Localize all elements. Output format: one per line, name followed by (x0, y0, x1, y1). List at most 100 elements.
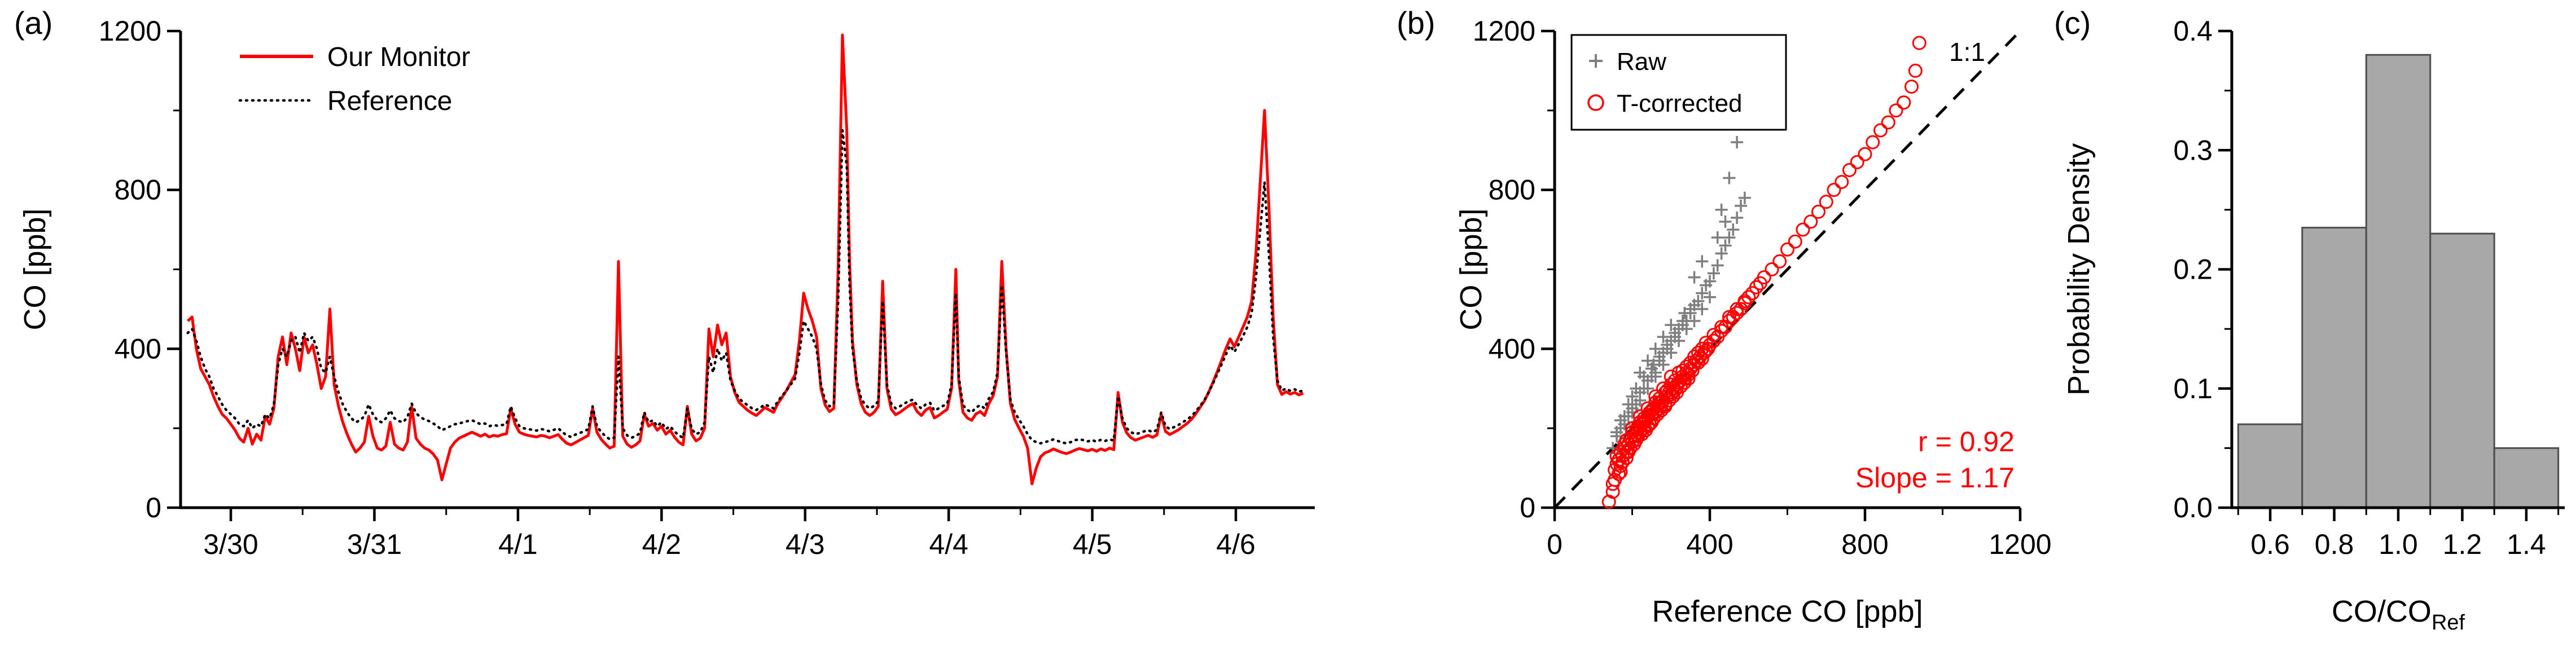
x-tick-label: 1.2 (2443, 529, 2482, 560)
t-corrected-point (1726, 310, 1740, 324)
t-corrected-point (1679, 359, 1694, 374)
raw-point (1711, 259, 1724, 272)
raw-point (1610, 426, 1623, 439)
raw-point (1727, 223, 1740, 236)
t-corrected-point (1772, 254, 1787, 269)
y-axis-label: CO [ppb] (18, 208, 52, 330)
raw-point (1696, 287, 1709, 300)
y-axis-label: Probability Density (2062, 143, 2096, 395)
raw-point (1673, 334, 1685, 347)
t-corrected-point (1714, 324, 1729, 338)
t-corrected-point (1730, 306, 1744, 320)
raw-point (1731, 211, 1744, 224)
raw-point (1634, 394, 1647, 407)
panel-a-chart: 0 400 800 1200 3/30 3/31 4/1 4/2 4/3 4/4 4/5 4/6 CO … (18, 15, 1315, 560)
t-corrected-point (1683, 355, 1698, 370)
raw-points (1607, 136, 1751, 455)
raw-point (1719, 215, 1732, 228)
y-tick-label: 800 (1489, 174, 1535, 206)
x-tick-label: 1200 (1989, 529, 2051, 560)
t-corrected-point (1675, 363, 1690, 378)
t-corrected-point (1788, 234, 1802, 249)
x-tick-label: 4/3 (785, 529, 825, 560)
t-corrected-point (1827, 183, 1841, 197)
t-corrected-point (1636, 415, 1651, 430)
raw-point (1735, 199, 1747, 212)
t-corrected-point (1706, 333, 1721, 348)
t-corrected-point (1765, 262, 1779, 276)
panel-b-chart: 0 400 800 1200 0 400 800 1200 CO [ppb] Reference … (1454, 15, 2052, 628)
x-tick-label: 400 (1686, 529, 1733, 560)
raw-point (1715, 203, 1728, 216)
x-tick-label: 0.6 (2250, 529, 2290, 560)
raw-point (1731, 136, 1744, 149)
y-tick-label: 1200 (1473, 15, 1535, 47)
raw-point (1704, 291, 1716, 303)
histogram-bar (2237, 423, 2303, 509)
x-tick-label: 0 (1547, 529, 1563, 560)
one-to-one-label: 1:1 (1949, 37, 1985, 67)
raw-point (1688, 315, 1701, 328)
x-tick-label: 4/1 (498, 529, 538, 560)
raw-point (1723, 171, 1736, 184)
raw-point (1665, 319, 1678, 332)
t-corrected-point (1819, 195, 1833, 209)
legend-circle-marker (1587, 94, 1604, 111)
raw-point (1661, 338, 1674, 351)
t-corrected-point (1722, 310, 1736, 324)
histogram-bar (2301, 227, 2367, 509)
t-corrected-point (1644, 403, 1659, 417)
x-tick-label: 4/2 (642, 529, 682, 560)
raw-point (1657, 358, 1670, 371)
raw-point (1665, 346, 1678, 359)
x-tick-label: 800 (1841, 529, 1888, 560)
t-corrected-point (1706, 328, 1721, 342)
raw-point (1738, 191, 1751, 204)
raw-point (1614, 414, 1627, 427)
y-tick-label: 0 (146, 492, 161, 523)
t-corrected-point (1662, 393, 1677, 408)
y-tick-label: 0.4 (2173, 15, 2213, 47)
histogram-bar (2365, 54, 2432, 509)
t-corrected-point (1741, 290, 1756, 305)
t-corrected-point (1730, 302, 1744, 316)
t-corrected-point (1780, 242, 1794, 257)
raw-point (1696, 255, 1709, 268)
t-corrected-point (1691, 345, 1705, 360)
y-tick-label: 0.1 (2173, 373, 2213, 404)
t-corrected-point (1757, 270, 1771, 285)
x-tick-label: 4/5 (1073, 529, 1112, 560)
raw-point (1669, 327, 1682, 340)
raw-point (1653, 350, 1666, 363)
t-corrected-point (1842, 162, 1857, 177)
x-tick-label: 4/4 (929, 529, 968, 560)
t-corrected-point (1873, 123, 1888, 138)
x-tick-label: 3/30 (203, 529, 258, 560)
y-tick-label: 0.3 (2173, 134, 2213, 166)
x-tick-label: 4/6 (1216, 529, 1256, 560)
t-corrected-point (1652, 395, 1667, 410)
y-tick-label: 0.0 (2173, 492, 2213, 523)
t-corrected-point (1881, 115, 1895, 130)
y-tick-label: 400 (115, 333, 161, 364)
r-annotation: r = 0.92 (1918, 426, 2015, 457)
histogram-bar (2493, 447, 2560, 509)
panel-c-letter: (c) (2054, 5, 2091, 41)
y-tick-label: 0 (1520, 492, 1535, 523)
x-tick-label: 0.8 (2315, 529, 2354, 560)
y-tick-label: 1200 (99, 15, 161, 47)
legend-label: Our Monitor (327, 42, 470, 72)
raw-point (1626, 390, 1639, 403)
y-tick-label: 400 (1489, 333, 1535, 364)
t-corrected-point (1654, 403, 1669, 417)
t-corrected-point (1667, 373, 1682, 388)
t-corrected-points (1601, 36, 1926, 509)
t-corrected-point (1737, 294, 1752, 309)
x-axis-label: Reference CO [ppb] (1652, 595, 1923, 628)
t-corrected-point (1850, 155, 1864, 169)
raw-point (1642, 354, 1654, 367)
raw-point (1676, 315, 1689, 328)
y-tick-label: 0.2 (2173, 254, 2213, 285)
t-corrected-point (1660, 383, 1674, 398)
